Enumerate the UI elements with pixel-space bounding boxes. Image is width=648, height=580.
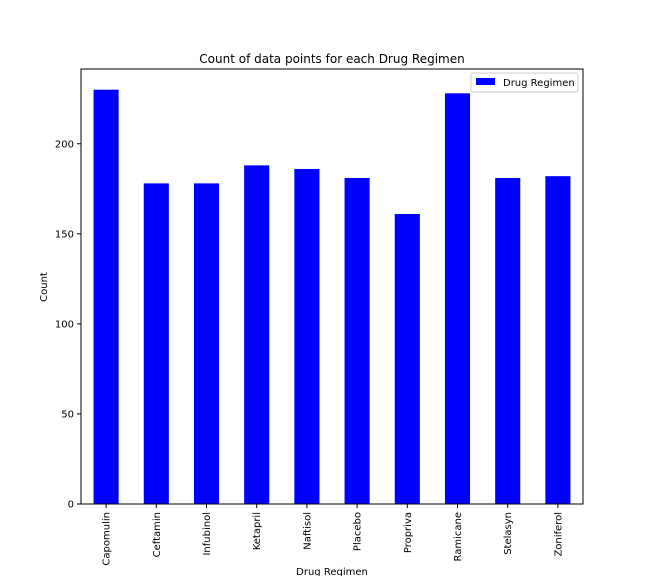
x-tick-label: Naftisol bbox=[302, 512, 313, 550]
x-axis-label: Drug Regimen bbox=[296, 567, 368, 576]
y-tick-label: 100 bbox=[55, 319, 74, 330]
bar-zoniferol bbox=[545, 176, 571, 504]
bar-infubinol bbox=[193, 183, 220, 504]
plot-area: 0 50 100 150 200 Capomulin Ceftamin Infubinol Ke… bbox=[55, 68, 584, 566]
x-tick-label: Ketapril bbox=[252, 512, 263, 550]
y-tick-label: 50 bbox=[61, 409, 74, 420]
legend-swatch bbox=[476, 78, 495, 85]
legend-label: Drug Regimen bbox=[503, 78, 575, 89]
y-tick-label: 200 bbox=[55, 139, 74, 150]
bar-ketapril bbox=[244, 165, 270, 504]
x-tick-label: Infubinol bbox=[202, 512, 213, 556]
x-tick-label: Stelasyn bbox=[503, 512, 514, 555]
bar-propriva bbox=[394, 214, 420, 504]
bar-naftisol bbox=[294, 168, 320, 505]
bar-stelasyn bbox=[495, 177, 521, 504]
bar-capomulin bbox=[93, 89, 119, 504]
x-tick-label: Ceftamin bbox=[152, 512, 163, 557]
x-tick-label: Capomulin bbox=[102, 512, 113, 566]
y-axis-label: Count bbox=[39, 272, 50, 302]
x-tick-label: Zoniferol bbox=[553, 512, 564, 557]
x-tick-label: Propriva bbox=[403, 512, 414, 553]
y-tick-label: 0 bbox=[68, 500, 74, 511]
plot-frame bbox=[80, 68, 584, 505]
bar-ceftamin bbox=[143, 183, 169, 504]
bar-ramicane bbox=[444, 93, 471, 504]
x-tick-label: Placebo bbox=[353, 512, 364, 551]
legend-box bbox=[470, 72, 579, 93]
legend: Drug Regimen bbox=[470, 72, 579, 93]
bar-placebo bbox=[344, 177, 370, 504]
y-tick-label: 150 bbox=[55, 229, 74, 240]
x-tick-label: Ramicane bbox=[453, 512, 464, 562]
chart-title: Count of data points for each Drug Regim… bbox=[199, 52, 464, 66]
